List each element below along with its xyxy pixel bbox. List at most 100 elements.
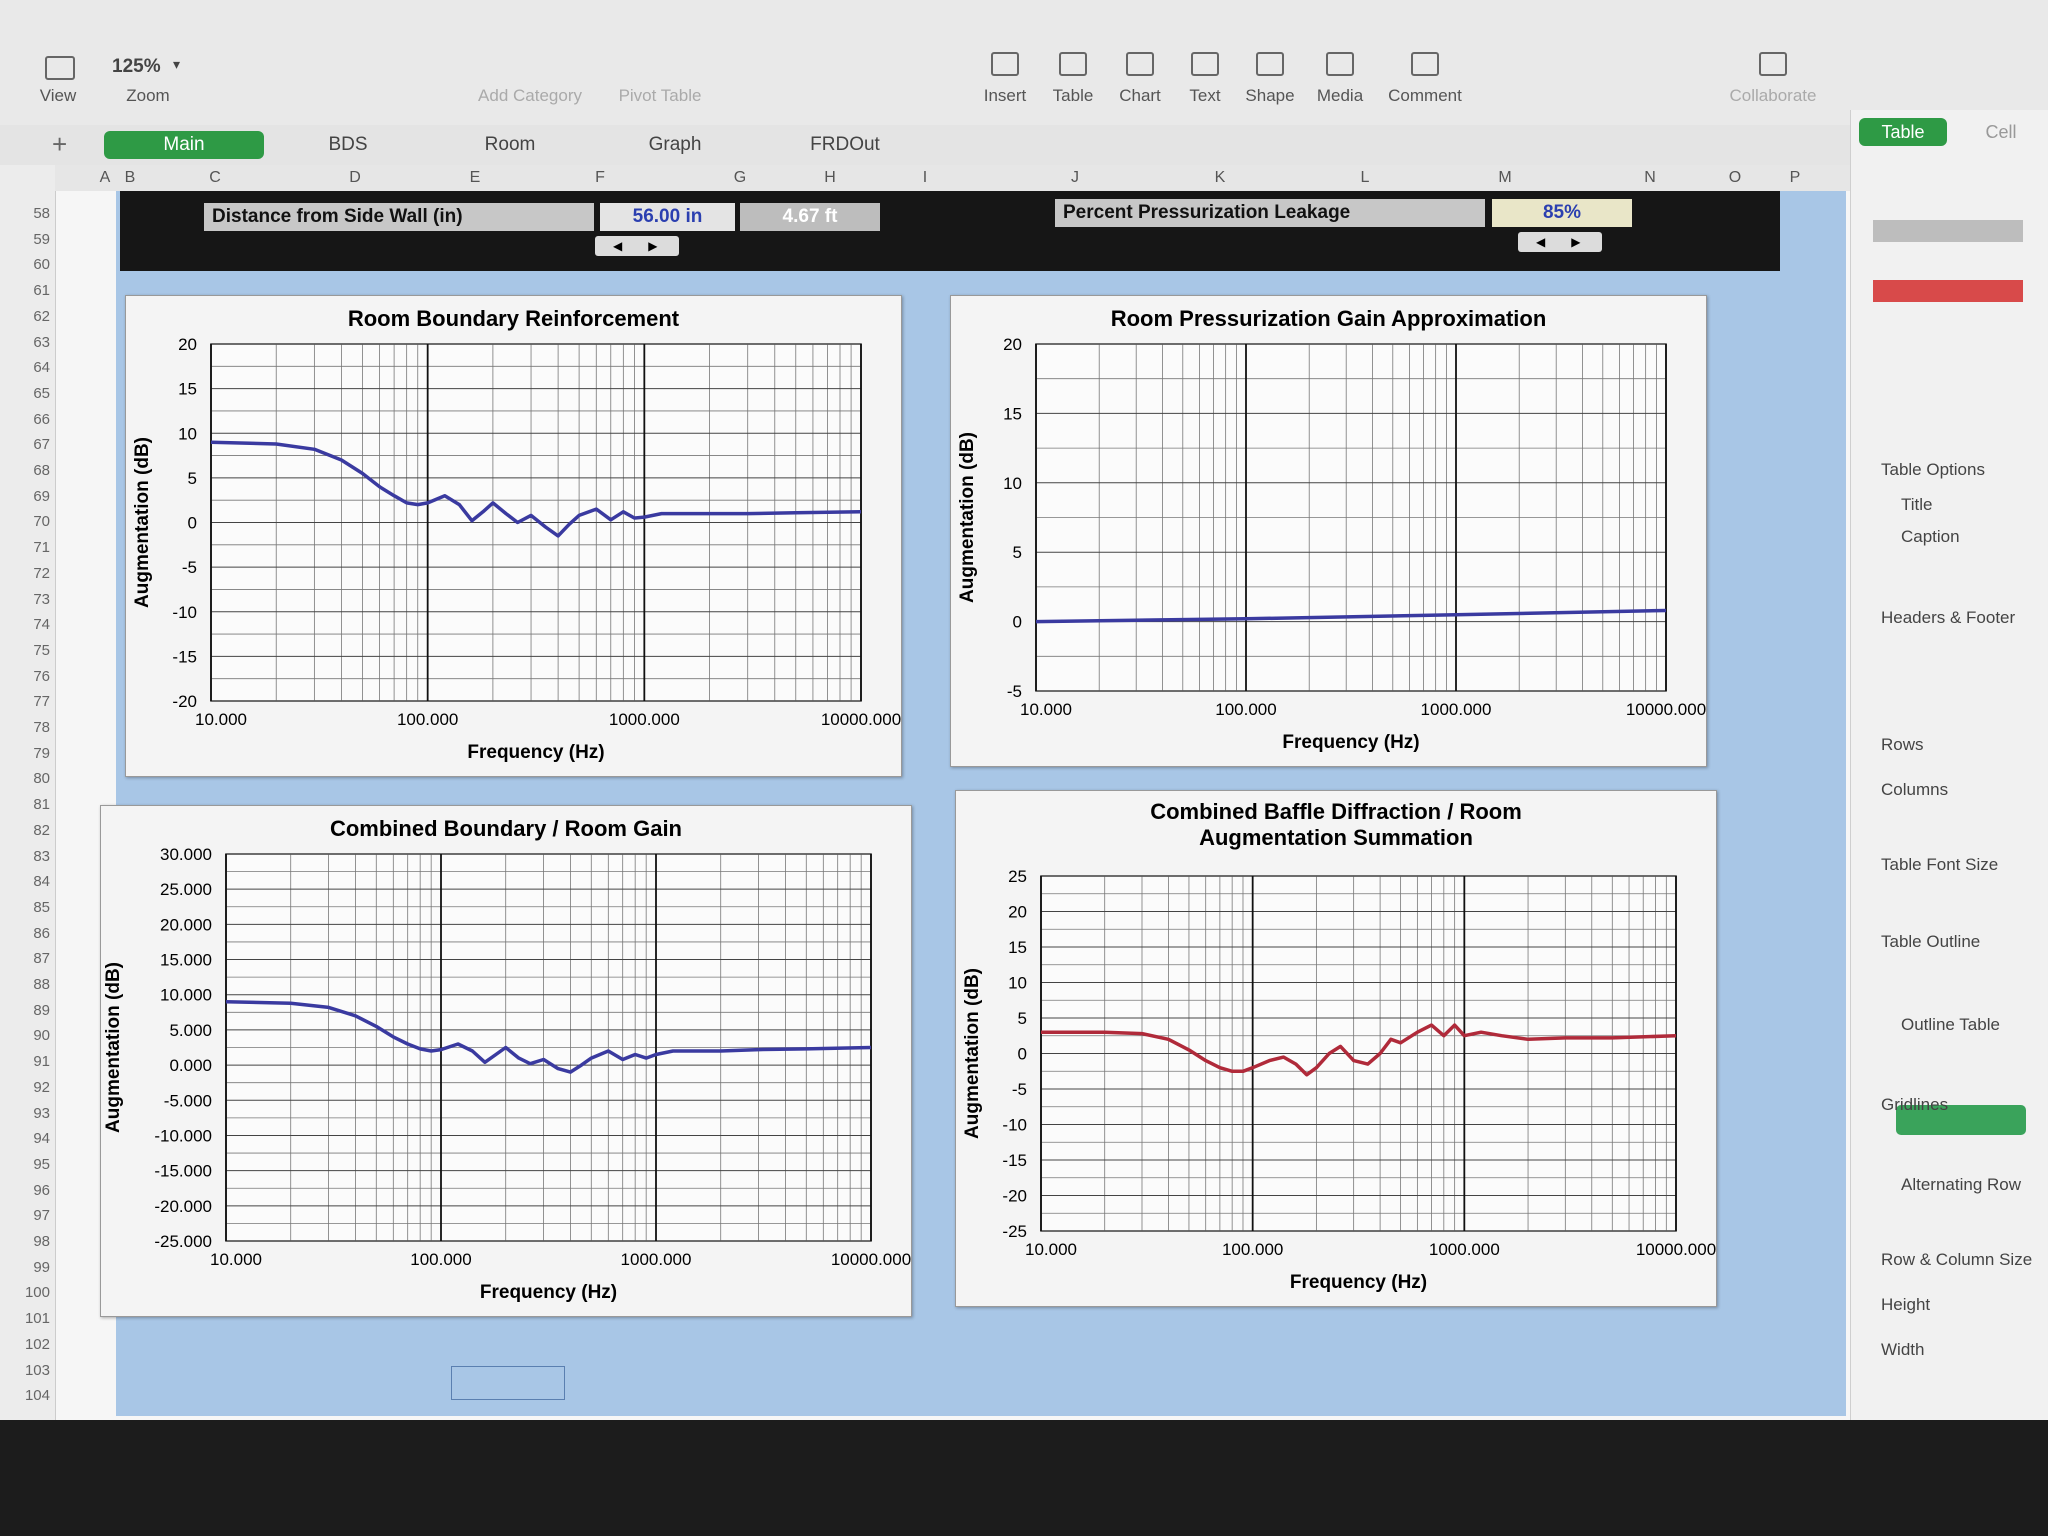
- column-header[interactable]: K: [1214, 169, 1226, 186]
- row-number[interactable]: 77: [33, 693, 50, 711]
- row-number[interactable]: 100: [24, 1284, 50, 1302]
- column-header[interactable]: F: [595, 169, 605, 186]
- zoom-chevron[interactable]: ▾: [173, 56, 181, 72]
- row-number[interactable]: 102: [24, 1335, 50, 1353]
- table-style-swatch[interactable]: [1873, 280, 2023, 302]
- row-number[interactable]: 65: [33, 384, 50, 402]
- cell-value[interactable]: 56.00 in: [600, 203, 735, 231]
- sidebar-tab[interactable]: Table: [1859, 118, 1947, 146]
- column-header[interactable]: I: [922, 169, 928, 186]
- column-header[interactable]: D: [349, 169, 361, 186]
- cell-label[interactable]: Distance from Side Wall (in): [204, 203, 594, 231]
- toolbar-button[interactable]: Text: [1189, 86, 1221, 105]
- toolbar-button[interactable]: Collaborate: [1729, 86, 1817, 105]
- toolbar-button[interactable]: View: [39, 86, 77, 105]
- toolbar-icon[interactable]: [1191, 52, 1219, 76]
- row-number[interactable]: 86: [33, 924, 50, 942]
- view-icon[interactable]: [45, 56, 75, 80]
- toolbar-button[interactable]: Comment: [1388, 86, 1462, 105]
- column-header[interactable]: E: [469, 169, 481, 186]
- column-header[interactable]: G: [733, 169, 747, 186]
- toolbar-button[interactable]: Shape: [1245, 86, 1295, 105]
- selected-cell[interactable]: [451, 1366, 565, 1400]
- chart[interactable]: Room Pressurization Gain Approximation -5…: [950, 295, 1707, 767]
- column-header[interactable]: P: [1789, 169, 1801, 186]
- row-number[interactable]: 59: [33, 230, 50, 248]
- sidebar-label[interactable]: Alternating Row: [1901, 1175, 2022, 1194]
- chart[interactable]: Combined Boundary / Room Gain -25.000 -20.…: [100, 805, 912, 1317]
- row-number[interactable]: 85: [33, 898, 50, 916]
- row-number[interactable]: 84: [33, 873, 50, 891]
- row-number[interactable]: 80: [33, 770, 50, 788]
- toolbar-icon[interactable]: [991, 52, 1019, 76]
- add-sheet[interactable]: +: [52, 129, 68, 159]
- toolbar-icon[interactable]: [1411, 52, 1439, 76]
- column-header[interactable]: A: [99, 169, 111, 186]
- table-style-swatch[interactable]: [1873, 220, 2023, 242]
- row-number[interactable]: 93: [33, 1104, 50, 1122]
- chart[interactable]: Combined Baffle Diffraction / Room Augmen…: [955, 790, 1717, 1307]
- row-number[interactable]: 87: [33, 950, 50, 968]
- stepper[interactable]: ◀ ▶: [1518, 232, 1602, 252]
- row-number[interactable]: 61: [33, 282, 50, 300]
- sheet-tab[interactable]: Room: [484, 134, 536, 155]
- row-number[interactable]: 67: [33, 436, 50, 454]
- sidebar-label[interactable]: Title: [1901, 495, 1933, 514]
- toolbar-icon[interactable]: [1759, 52, 1787, 76]
- sheet-tab[interactable]: Graph: [648, 134, 702, 155]
- row-number[interactable]: 103: [24, 1361, 50, 1379]
- row-number[interactable]: 83: [33, 847, 50, 865]
- toolbar-button[interactable]: Pivot Table: [618, 86, 702, 105]
- sheet-tab[interactable]: FRDOut: [810, 134, 880, 155]
- row-number[interactable]: 104: [24, 1387, 50, 1405]
- column-header[interactable]: J: [1071, 169, 1079, 186]
- sidebar-label[interactable]: Caption: [1901, 527, 1960, 546]
- column-header[interactable]: N: [1644, 169, 1656, 186]
- row-number[interactable]: 78: [33, 719, 50, 736]
- row-number[interactable]: 81: [33, 796, 50, 814]
- toolbar-button[interactable]: Insert: [983, 86, 1027, 105]
- row-number[interactable]: 75: [33, 641, 50, 659]
- sidebar-label[interactable]: Outline Table: [1901, 1015, 2000, 1034]
- row-number[interactable]: 58: [33, 205, 50, 222]
- row-number[interactable]: 63: [33, 333, 50, 351]
- row-number[interactable]: 66: [33, 410, 50, 428]
- chart[interactable]: Room Boundary Reinforcement -20 -15 -10 -5 0 5…: [125, 295, 902, 777]
- row-number[interactable]: 98: [33, 1233, 50, 1250]
- toolbar-button[interactable]: Media: [1316, 86, 1364, 105]
- row-number[interactable]: 90: [33, 1027, 50, 1045]
- toolbar-button[interactable]: Table: [1052, 86, 1094, 105]
- column-header[interactable]: C: [209, 169, 221, 186]
- toolbar-icon[interactable]: [1256, 52, 1284, 76]
- row-number[interactable]: 73: [33, 590, 50, 608]
- cell-label[interactable]: Percent Pressurization Leakage: [1055, 199, 1485, 227]
- row-number[interactable]: 74: [33, 616, 50, 634]
- cell-value[interactable]: 85%: [1492, 199, 1632, 227]
- row-number[interactable]: 64: [33, 359, 50, 377]
- row-number[interactable]: 82: [33, 821, 50, 839]
- row-number[interactable]: 79: [33, 744, 50, 762]
- row-number[interactable]: 94: [33, 1130, 50, 1148]
- cell-value[interactable]: 4.67 ft: [740, 203, 880, 231]
- column-header[interactable]: L: [1360, 169, 1370, 186]
- toolbar-button[interactable]: Zoom: [126, 86, 170, 105]
- toolbar-icon[interactable]: [1059, 52, 1087, 76]
- row-number[interactable]: 88: [33, 976, 50, 993]
- row-number[interactable]: 70: [33, 513, 50, 531]
- toolbar-button[interactable]: Chart: [1119, 86, 1161, 105]
- sheet-tab[interactable]: Main: [104, 131, 264, 159]
- column-header[interactable]: O: [1728, 169, 1742, 186]
- row-number[interactable]: 68: [33, 462, 50, 479]
- row-number[interactable]: 69: [33, 487, 50, 505]
- row-number[interactable]: 72: [33, 564, 50, 582]
- row-number[interactable]: 89: [33, 1001, 50, 1019]
- row-number[interactable]: 60: [33, 256, 50, 274]
- stepper[interactable]: ◀ ▶: [595, 236, 679, 256]
- column-header[interactable]: H: [824, 169, 836, 186]
- toolbar-button[interactable]: Add Category: [478, 86, 582, 105]
- toolbar-icon[interactable]: [1126, 52, 1154, 76]
- sidebar-tab[interactable]: Cell: [1985, 122, 2017, 142]
- row-number[interactable]: 76: [33, 667, 50, 685]
- row-number[interactable]: 97: [33, 1207, 50, 1225]
- row-number[interactable]: 95: [33, 1155, 50, 1173]
